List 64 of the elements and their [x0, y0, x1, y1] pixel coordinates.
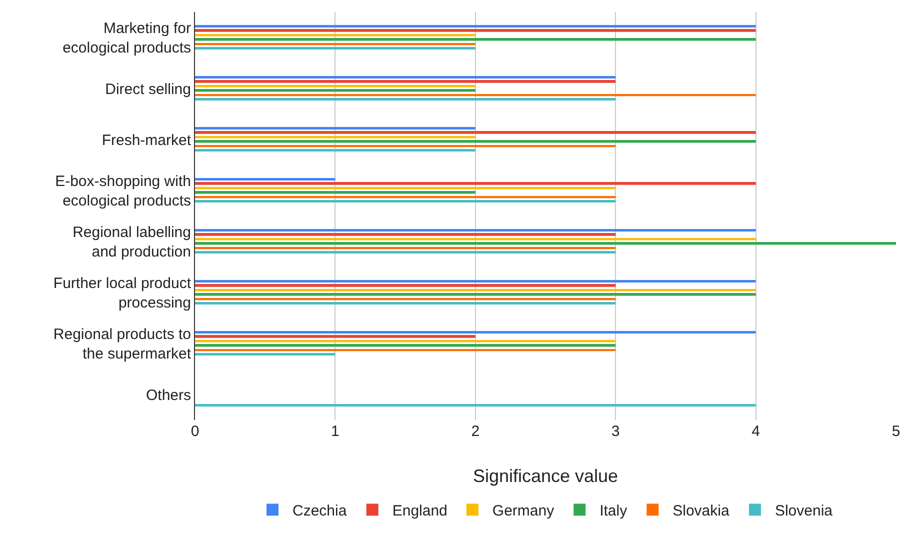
bar	[195, 293, 756, 296]
bar	[195, 94, 756, 96]
bar	[195, 233, 616, 236]
y-tick-label: Further local product processing	[53, 275, 192, 312]
x-tick-label: 4	[752, 423, 760, 440]
bar	[195, 229, 756, 232]
bar	[195, 302, 616, 305]
bar	[195, 140, 756, 143]
y-tick-label: Fresh-market	[102, 132, 192, 149]
bar	[195, 298, 616, 300]
bar	[195, 344, 616, 347]
bar	[195, 247, 616, 250]
x-axis-title: Significance value	[472, 466, 618, 486]
bar	[195, 289, 756, 292]
x-tick-label: 2	[471, 423, 480, 440]
bar	[195, 340, 616, 342]
y-tick-label: E-box-shopping with ecological products	[55, 173, 191, 210]
bar	[195, 80, 616, 83]
bar	[195, 280, 756, 282]
bar	[195, 38, 756, 41]
bar	[195, 98, 616, 101]
legend-label: Slovenia	[774, 502, 834, 520]
bar	[195, 284, 616, 287]
y-tick-label: Regional products to the supermarket	[53, 326, 192, 362]
x-tick-label: 5	[892, 423, 900, 440]
bar	[195, 404, 756, 407]
legend-label: Slovakia	[672, 502, 730, 520]
y-tick-label: Direct selling	[105, 80, 191, 98]
x-tick-label: 3	[611, 423, 620, 440]
bar	[195, 187, 616, 190]
legend-label: Germany	[492, 502, 555, 520]
bar	[195, 353, 336, 356]
x-tick-label: 0	[190, 423, 200, 440]
y-tick-label: Others	[146, 386, 191, 404]
x-tick-label: 1	[331, 423, 340, 440]
bar	[195, 76, 616, 78]
bar	[195, 149, 476, 152]
bar	[195, 43, 476, 46]
bar	[195, 47, 476, 50]
bar	[195, 25, 756, 28]
bar	[195, 29, 756, 32]
bar	[195, 136, 476, 138]
bar	[195, 242, 896, 245]
bar	[195, 178, 336, 180]
y-tick-label: Regional labelling and production	[72, 224, 191, 260]
bar	[195, 191, 476, 194]
bar	[195, 127, 476, 130]
legend-label: Italy	[600, 502, 628, 520]
y-tick-label: Marketing for ecological products	[62, 20, 191, 56]
bar	[195, 131, 756, 134]
bar	[195, 145, 616, 148]
bar	[195, 251, 616, 254]
bar	[195, 200, 616, 203]
bar	[195, 331, 756, 334]
bar	[195, 89, 476, 92]
bar	[195, 238, 756, 240]
bar	[195, 85, 476, 88]
bar	[195, 196, 616, 198]
legend-label: Czechia	[292, 502, 348, 520]
bar	[195, 34, 476, 36]
bar	[195, 349, 616, 352]
bar	[195, 335, 476, 338]
legend-label: England	[392, 502, 448, 520]
bar	[195, 182, 756, 185]
